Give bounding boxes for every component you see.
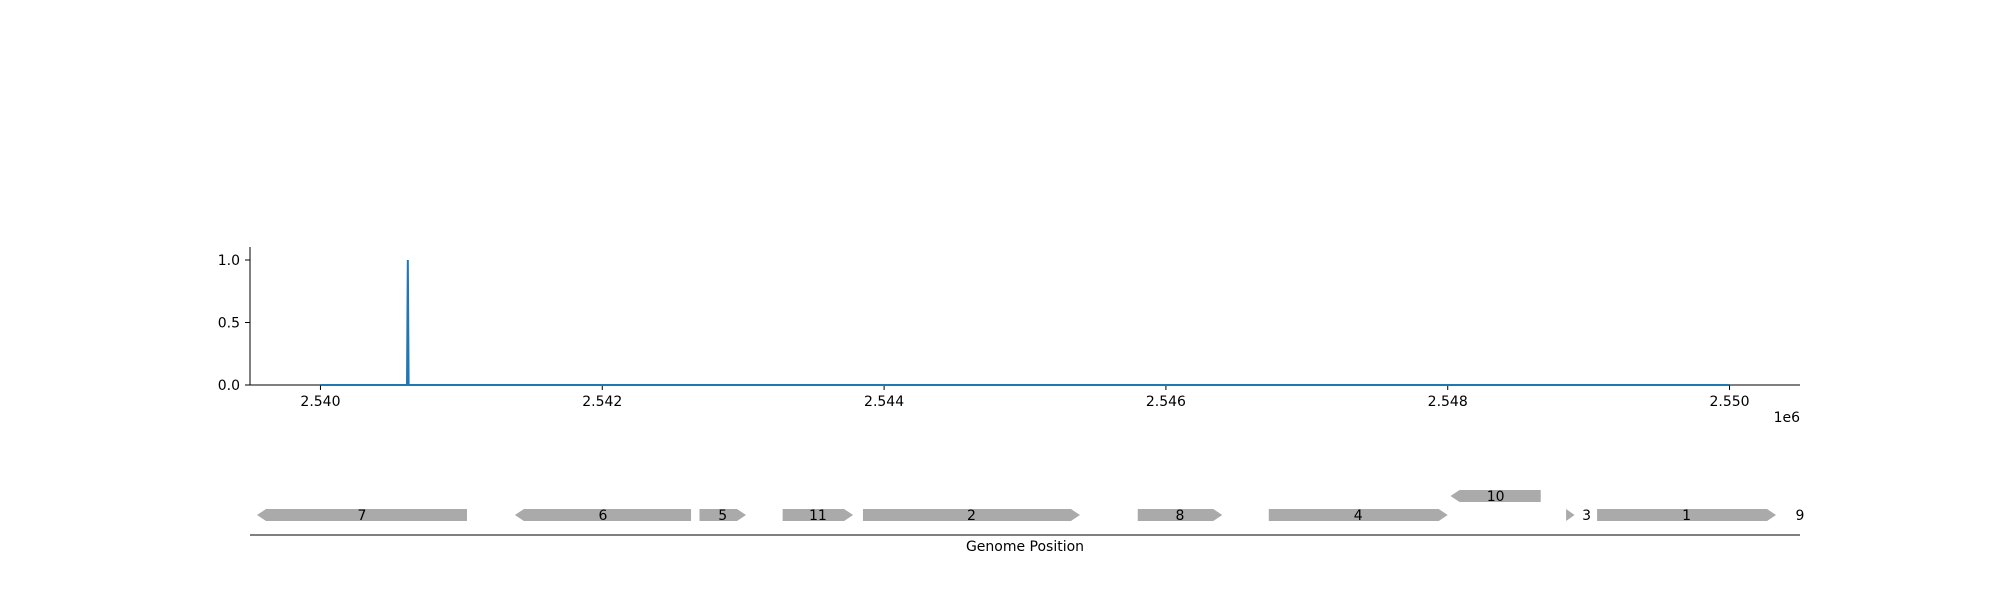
gene-label-10: 10 [1487, 489, 1505, 505]
gene-arrow-6 [514, 509, 692, 521]
gene-arrow-8 [1137, 509, 1223, 521]
gene-map: 7 6 5 11 2 8 4 10 3 1 9 Genome Position [250, 489, 1804, 555]
x-tick-label: 2.550 [1709, 394, 1749, 410]
gene-arrow-11 [782, 509, 854, 521]
gene-arrow-1 [1597, 509, 1777, 521]
gene-label-9: 9 [1796, 508, 1805, 524]
gene-label-11: 11 [809, 508, 827, 524]
gene-label-5: 5 [718, 508, 727, 524]
x-tick-label: 2.544 [864, 394, 904, 410]
x-tick-label: 2.542 [582, 394, 622, 410]
gene-arrow-3 [1566, 509, 1575, 521]
x-axis-label: Genome Position [966, 539, 1084, 555]
gene-label-8: 8 [1176, 508, 1185, 524]
x-tick-label: 2.540 [300, 394, 340, 410]
gene-arrow-2 [862, 509, 1080, 521]
x-offset-label: 1e6 [1774, 410, 1801, 426]
y-tick-label: 0.0 [218, 378, 240, 394]
gene-arrow-4 [1268, 509, 1448, 521]
gene-arrow-7 [257, 509, 467, 521]
gene-label-4: 4 [1354, 508, 1363, 524]
x-tick-label: 2.546 [1146, 394, 1186, 410]
gene-label-6: 6 [599, 508, 608, 524]
gene-label-1: 1 [1682, 508, 1691, 524]
gene-arrow-5 [699, 509, 746, 521]
y-tick-label: 1.0 [218, 253, 240, 269]
y-tick-label: 0.5 [218, 316, 240, 332]
gene-arrow-10 [1450, 490, 1541, 502]
coverage-plot: 0.0 0.5 1.0 2.540 2.542 2.544 2.546 2.548 2.550 1… [218, 247, 1800, 426]
gene-label-7: 7 [358, 508, 367, 524]
gene-label-3: 3 [1582, 508, 1591, 524]
x-tick-label: 2.548 [1428, 394, 1468, 410]
coverage-line [320, 259, 1730, 386]
gene-label-2: 2 [967, 508, 976, 524]
